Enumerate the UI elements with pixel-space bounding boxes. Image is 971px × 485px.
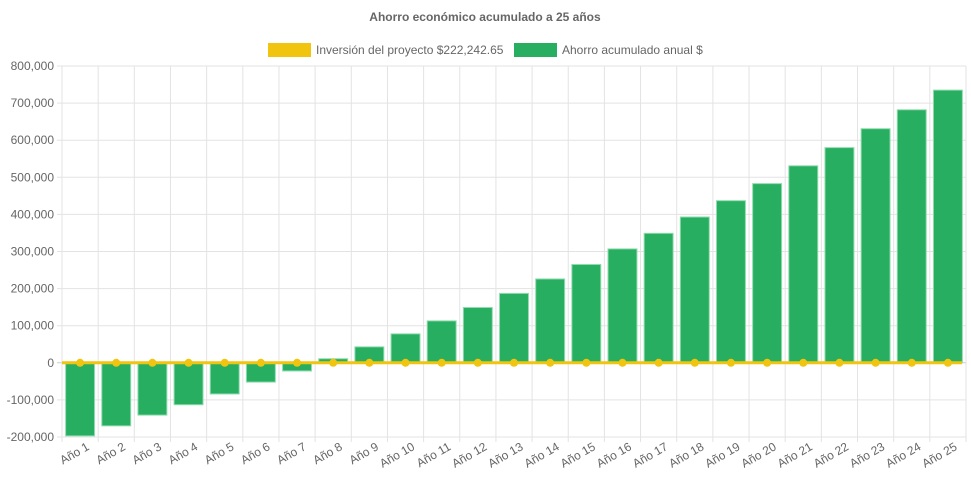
y-tick-label: 800,000 [11,59,55,73]
x-tick-label: Año 25 [919,439,959,470]
x-tick-label: Año 15 [558,439,598,470]
investment-point-12[interactable] [473,358,482,367]
investment-point-2[interactable] [112,358,121,367]
x-tick-label: Año 19 [703,439,743,470]
bar-24[interactable] [896,109,927,364]
investment-point-18[interactable] [690,358,699,367]
y-tick-label: 100,000 [11,319,55,333]
x-tick-label: Año 17 [630,439,670,470]
x-tick-label: Año 24 [883,439,923,470]
chart-title: Ahorro económico acumulado a 25 años [369,10,601,24]
y-tick-label: 200,000 [11,282,55,296]
investment-point-14[interactable] [546,358,555,367]
x-tick-label: Año 1 [57,439,91,467]
x-tick-label: Año 9 [347,439,381,467]
bar-5[interactable] [209,362,240,395]
bar-15[interactable] [571,263,602,364]
bar-21[interactable] [788,165,819,364]
x-tick-label: Año 20 [739,439,779,470]
x-tick-label: Año 6 [238,439,272,467]
y-tick-label: 700,000 [11,96,55,110]
investment-point-15[interactable] [582,358,591,367]
x-axis: Año 1 Año 2 Año 3 Año 4 Año 5 Año 6 Año 7 Año 8… [57,439,959,470]
x-tick-label: Año 4 [166,439,200,467]
bar-25[interactable] [932,89,963,364]
bar-12[interactable] [462,307,493,364]
investment-point-3[interactable] [148,358,157,367]
bar-16[interactable] [607,248,638,364]
x-tick-label: Año 5 [202,439,236,467]
x-tick-label: Año 10 [377,439,417,470]
legend-label-savings[interactable]: Ahorro acumulado anual $ [562,43,703,57]
bar-2[interactable] [101,362,132,427]
x-tick-label: Año 22 [811,439,851,470]
bar-1[interactable] [65,362,96,437]
bar-14[interactable] [535,278,566,364]
bar-11[interactable] [426,320,457,364]
y-tick-label: -200,000 [7,430,55,444]
y-axis: -200,000 -100,000 0 100,000 200,000 300,000 40… [7,59,55,444]
x-tick-label: Año 8 [311,439,345,467]
y-tick-label: -100,000 [7,393,55,407]
investment-point-16[interactable] [618,358,627,367]
x-tick-label: Año 3 [130,439,164,467]
x-tick-label: Año 11 [414,439,453,470]
x-tick-label: Año 23 [847,439,887,470]
y-tick-label: 500,000 [11,170,55,184]
investment-point-8[interactable] [329,358,338,367]
x-tick-label: Año 21 [775,439,815,470]
investment-point-13[interactable] [510,358,518,367]
x-tick-label: Año 12 [449,439,489,470]
investment-line [62,358,962,367]
investment-point-19[interactable] [726,358,735,367]
bar-13[interactable] [499,292,529,364]
legend-swatch-investment[interactable] [268,43,311,57]
legend-label-investment[interactable]: Inversión del proyecto $222,242.65 [316,43,504,57]
investment-point-10[interactable] [401,358,410,367]
y-tick-label: 300,000 [11,245,55,259]
bars [65,89,963,437]
investment-point-7[interactable] [293,358,302,367]
investment-point-6[interactable] [256,358,265,367]
investment-point-22[interactable] [835,358,844,367]
x-tick-label: Año 7 [274,439,308,467]
investment-point-21[interactable] [799,358,808,367]
investment-point-23[interactable] [871,358,880,367]
legend: Inversión del proyecto $222,242.65 Ahorr… [268,43,703,57]
bar-10[interactable] [390,333,421,364]
bar-19[interactable] [715,200,746,364]
bar-20[interactable] [752,183,783,364]
bar-3[interactable] [137,362,168,416]
x-tick-label: Año 18 [666,439,706,470]
x-tick-label: Año 14 [522,439,562,470]
x-tick-label: Año 2 [94,439,128,467]
y-tick-label: 400,000 [11,207,55,221]
investment-point-9[interactable] [365,358,374,367]
investment-point-1[interactable] [76,358,85,367]
investment-point-17[interactable] [654,358,663,367]
legend-swatch-savings[interactable] [514,43,557,57]
grid [57,65,967,442]
bar-17[interactable] [643,232,674,364]
investment-point-20[interactable] [763,358,772,367]
y-tick-label: 600,000 [11,133,55,147]
investment-point-4[interactable] [184,358,193,367]
investment-point-25[interactable] [943,358,952,367]
bar-23[interactable] [860,128,891,364]
x-tick-label: Año 16 [594,439,634,470]
investment-point-24[interactable] [907,358,916,367]
investment-point-11[interactable] [437,358,446,367]
bar-4[interactable] [173,362,204,406]
y-tick-label: 0 [47,356,54,370]
bar-22[interactable] [824,147,855,364]
investment-point-5[interactable] [220,358,229,367]
x-tick-label: Año 13 [486,439,526,470]
bar-18[interactable] [679,216,710,364]
